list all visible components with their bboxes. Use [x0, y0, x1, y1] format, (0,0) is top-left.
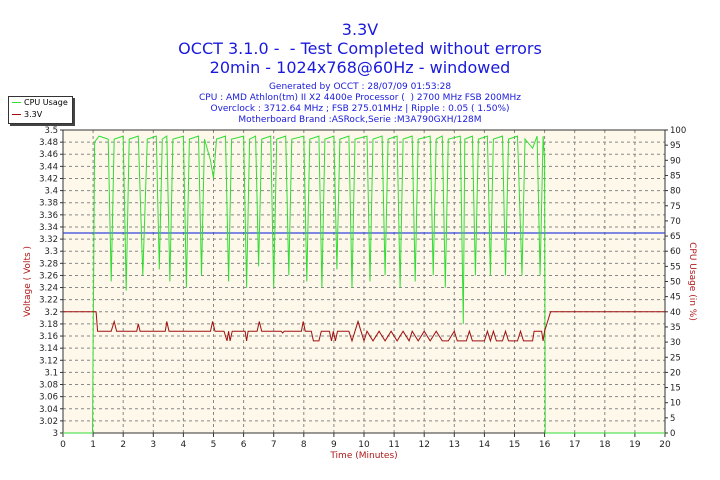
y-right-tick-label: 100 [670, 126, 686, 136]
y-right-axis-label: CPU Usage (in %) [687, 242, 697, 321]
y-tick-label: 3.12 [39, 356, 58, 366]
y-right-tick-label: 65 [670, 232, 681, 242]
y-tick-label: 3.04 [39, 405, 58, 415]
x-tick-label: 10 [358, 440, 370, 450]
y-tick-label: 3.5 [44, 126, 58, 136]
y-right-tick-label: 85 [670, 171, 681, 181]
legend-label: CPU Usage [24, 98, 68, 107]
y-tick-label: 3.32 [39, 235, 58, 245]
y-tick-label: 3.24 [39, 284, 58, 294]
y-right-tick-label: 75 [670, 202, 681, 212]
x-tick-label: 20 [659, 440, 671, 450]
x-tick-label: 4 [181, 440, 187, 450]
legend: CPU Usage 3.3V [8, 96, 73, 124]
y-tick-label: 3.36 [39, 211, 58, 221]
legend-swatch [12, 102, 21, 103]
x-tick-label: 3 [150, 440, 156, 450]
y-right-tick-label: 50 [670, 278, 681, 288]
x-tick-label: 17 [569, 440, 580, 450]
y-tick-label: 3.26 [39, 271, 58, 281]
info-overclock: Overclock : 3712.64 MHz ; FSB 275.01MHz … [210, 104, 510, 114]
x-tick-label: 5 [211, 440, 217, 450]
y-right-tick-label: 5 [670, 414, 675, 424]
y-right-tick-label: 20 [670, 368, 681, 378]
y-axis-label: Voltage ( Volts ) [23, 246, 33, 317]
y-tick-label: 3.1 [44, 368, 58, 378]
series-line-cpu-usage [63, 135, 665, 434]
info-generated: Generated by OCCT : 28/07/09 01:53:28 [268, 82, 452, 92]
x-tick-label: 13 [449, 440, 460, 450]
x-tick-label: 14 [479, 440, 491, 450]
y-right-tick-label: 30 [670, 338, 681, 348]
x-tick-label: 18 [599, 440, 611, 450]
y-tick-label: 3.42 [39, 174, 58, 184]
y-tick-label: 3.22 [39, 296, 58, 306]
chart-subtitle-2: 20min - 1024x768@60Hz - windowed [209, 58, 511, 77]
y-tick-label: 3.48 [39, 138, 58, 148]
y-right-tick-label: 25 [670, 353, 681, 363]
y-right-tick-label: 55 [670, 262, 681, 272]
info-motherboard: Motherboard Brand :ASRock,Serie :M3A790G… [238, 115, 482, 125]
y-tick-label: 3.46 [39, 150, 58, 160]
y-tick-label: 3.06 [39, 393, 58, 403]
y-right-tick-label: 40 [670, 308, 681, 318]
y-right-tick-label: 70 [670, 217, 681, 227]
y-tick-label: 3.2 [44, 308, 58, 318]
y-right-tick-label: 35 [670, 323, 681, 333]
x-tick-label: 8 [301, 440, 307, 450]
y-right-tick-label: 10 [670, 399, 681, 409]
x-tick-label: 19 [629, 440, 641, 450]
y-tick-label: 3.44 [39, 162, 58, 172]
legend-label: 3.3V [24, 110, 43, 119]
y-right-tick-label: 90 [670, 156, 681, 166]
y-right-tick-label: 0 [670, 429, 675, 439]
y-right-tick-label: 60 [670, 247, 681, 257]
x-tick-label: 0 [60, 440, 66, 450]
y-tick-label: 3.18 [39, 320, 58, 330]
chart-subtitle-1: OCCT 3.1.0 - - Test Completed without er… [178, 39, 542, 58]
y-tick-label: 3.28 [39, 259, 58, 269]
y-tick-label: 3.34 [39, 223, 58, 233]
x-axis-label: Time (Minutes) [329, 451, 397, 461]
legend-item-3-3v: 3.3V [12, 109, 42, 121]
y-right-tick-label: 15 [670, 384, 681, 394]
x-tick-label: 9 [331, 440, 337, 450]
y-tick-label: 3.16 [39, 332, 58, 342]
y-tick-label: 3.4 [44, 187, 58, 197]
x-tick-label: 7 [271, 440, 277, 450]
x-tick-label: 12 [418, 440, 429, 450]
legend-item-cpu-usage: CPU Usage [12, 97, 68, 109]
x-tick-label: 11 [388, 440, 399, 450]
info-cpu: CPU : AMD Athlon(tm) II X2 4400e Process… [198, 93, 521, 103]
series-line-3-3v [63, 311, 665, 343]
y-tick-label: 3.14 [39, 344, 58, 354]
x-tick-label: 2 [120, 440, 126, 450]
chart-title: 3.3V [341, 20, 379, 39]
y-right-tick-label: 45 [670, 293, 681, 303]
x-tick-label: 1 [90, 440, 96, 450]
x-tick-label: 15 [509, 440, 520, 450]
y-right-tick-label: 95 [670, 141, 681, 151]
x-tick-label: 6 [241, 440, 247, 450]
y-tick-label: 3 [53, 429, 58, 439]
y-tick-label: 3.08 [39, 381, 58, 391]
y-tick-label: 3.02 [39, 417, 58, 427]
y-tick-label: 3.38 [39, 199, 58, 209]
legend-swatch [12, 114, 21, 115]
y-tick-label: 3.3 [44, 247, 58, 257]
plot-frame [62, 129, 666, 434]
x-tick-label: 16 [539, 440, 551, 450]
y-right-tick-label: 80 [670, 187, 681, 197]
